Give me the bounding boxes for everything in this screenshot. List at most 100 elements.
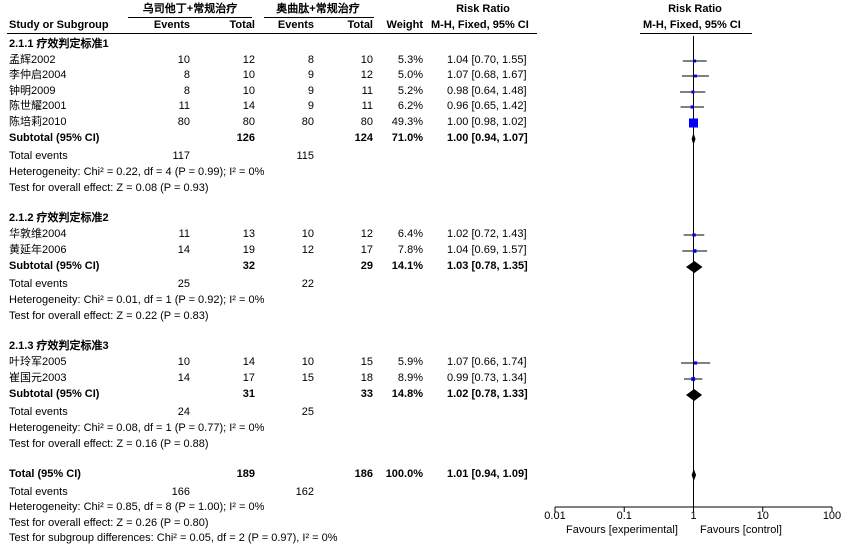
weight: 7.8% [397, 244, 423, 256]
grand-events1: 166 [171, 486, 190, 498]
heterogeneity: Heterogeneity: Chi² = 0.01, df = 1 (P = … [9, 294, 265, 306]
study-marker [693, 59, 697, 63]
events2: 15 [301, 372, 314, 384]
overall-effect: Test for overall effect: Z = 0.16 (P = 0… [9, 438, 209, 450]
study-marker [692, 233, 696, 237]
total-events1: 24 [177, 406, 190, 418]
study-name: 钟明2009 [9, 85, 56, 97]
header-rule-left [7, 33, 537, 34]
subtotal-total1: 32 [242, 260, 255, 272]
risk-ratio-ci: 1.02 [0.72, 1.43] [447, 228, 527, 240]
col-total1-header: Total [229, 19, 255, 31]
risk-ratio-ci: 1.07 [0.68, 1.67] [447, 69, 527, 81]
weight: 5.2% [397, 85, 423, 97]
study-marker [693, 361, 698, 365]
risk-ratio-ci: 0.96 [0.65, 1.42] [447, 100, 527, 112]
total-label: Total (95% CI) [9, 468, 81, 480]
events1: 80 [177, 116, 190, 128]
grand-total1: 189 [236, 468, 255, 480]
grand-heterogeneity: Heterogeneity: Chi² = 0.85, df = 8 (P = … [9, 501, 265, 513]
weight: 49.3% [391, 116, 423, 128]
total2: 12 [360, 69, 373, 81]
total1: 14 [242, 356, 255, 368]
risk-ratio-ci: 1.04 [0.69, 1.57] [447, 244, 527, 256]
group2-header: 奥曲肽+常规治疗 [276, 3, 360, 15]
subtotal-weight: 14.1% [391, 260, 423, 272]
events1: 10 [177, 356, 190, 368]
overall-effect: Test for overall effect: Z = 0.08 (P = 0… [9, 182, 209, 194]
events2: 9 [307, 100, 314, 112]
x-tick-label: 100 [822, 510, 842, 522]
subtotal-weight: 14.8% [391, 388, 423, 400]
heterogeneity: Heterogeneity: Chi² = 0.08, df = 1 (P = … [9, 422, 265, 434]
x-tick-label: 0.01 [544, 510, 566, 522]
group2-underline [264, 17, 374, 18]
weight: 5.3% [397, 54, 423, 66]
weight: 6.4% [397, 228, 423, 240]
pooled-diamond [686, 389, 703, 401]
events1: 10 [177, 54, 190, 66]
heterogeneity: Heterogeneity: Chi² = 0.22, df = 4 (P = … [9, 166, 265, 178]
grand-weight: 100.0% [385, 468, 423, 480]
risk-ratio-ci: 1.00 [0.98, 1.02] [447, 116, 527, 128]
subtotal-label: Subtotal (95% CI) [9, 388, 100, 400]
events1: 14 [177, 372, 190, 384]
study-name: 黄延年2006 [9, 244, 67, 256]
events1: 11 [178, 228, 190, 240]
events2: 9 [307, 85, 314, 97]
subtotal-total2: 124 [354, 132, 373, 144]
header-rule-right [640, 33, 752, 34]
study-name: 华敦维2004 [9, 228, 67, 240]
col-total2-header: Total [347, 19, 373, 31]
subtotal-label: Subtotal (95% CI) [9, 132, 100, 144]
group1-underline [128, 17, 252, 18]
events1: 8 [183, 85, 190, 97]
total-events2: 25 [301, 406, 314, 418]
weight: 5.9% [397, 356, 423, 368]
total2: 15 [360, 356, 373, 368]
study-name: 李仲启2004 [9, 69, 67, 81]
total1: 19 [242, 244, 255, 256]
total-events2: 115 [296, 150, 314, 162]
risk-ratio-header-right: Risk Ratio [668, 3, 722, 15]
total2: 80 [360, 116, 373, 128]
events2: 12 [301, 244, 314, 256]
total1: 17 [242, 372, 255, 384]
study-name: 叶玲军2005 [9, 356, 67, 368]
risk-ratio-ci: 1.04 [0.70, 1.55] [447, 54, 527, 66]
study-name: 孟辉2002 [9, 54, 56, 66]
col-method-header-right: M-H, Fixed, 95% CI [643, 19, 741, 31]
study-name: 陈世耀2001 [9, 100, 67, 112]
events2: 80 [301, 116, 314, 128]
weight: 6.2% [397, 100, 423, 112]
events1: 14 [177, 244, 190, 256]
total2: 11 [361, 100, 373, 112]
grand-events-label: Total events [9, 486, 68, 498]
pooled-diamond [691, 469, 697, 481]
overall-effect: Test for overall effect: Z = 0.22 (P = 0… [9, 310, 209, 322]
grand-ci: 1.01 [0.94, 1.09] [447, 468, 528, 480]
subtotal-total1: 31 [242, 388, 255, 400]
subgroup-differences: Test for subgroup differences: Chi² = 0.… [9, 532, 338, 544]
total1: 80 [242, 116, 255, 128]
total2: 18 [360, 372, 373, 384]
subtotal-weight: 71.0% [391, 132, 423, 144]
weight: 5.0% [397, 69, 423, 81]
subgroup-title: 2.1.2 疗效判定标准2 [9, 212, 109, 224]
col-study-header: Study or Subgroup [9, 19, 109, 31]
subtotal-ci: 1.03 [0.78, 1.35] [447, 260, 528, 272]
study-marker [691, 377, 696, 381]
subtotal-label: Subtotal (95% CI) [9, 260, 100, 272]
weight: 8.9% [397, 372, 423, 384]
study-marker [691, 90, 695, 94]
risk-ratio-ci: 0.99 [0.73, 1.34] [447, 372, 527, 384]
favours-control-label: Favours [control] [700, 524, 782, 536]
study-name: 陈培莉2010 [9, 116, 67, 128]
study-marker [692, 249, 697, 253]
subgroup-title: 2.1.1 疗效判定标准1 [9, 38, 109, 50]
pooled-diamond [691, 133, 696, 145]
col-events2-header: Events [277, 19, 314, 31]
study-name: 崔国元2003 [9, 372, 67, 384]
x-tick-label: 1 [690, 510, 697, 522]
